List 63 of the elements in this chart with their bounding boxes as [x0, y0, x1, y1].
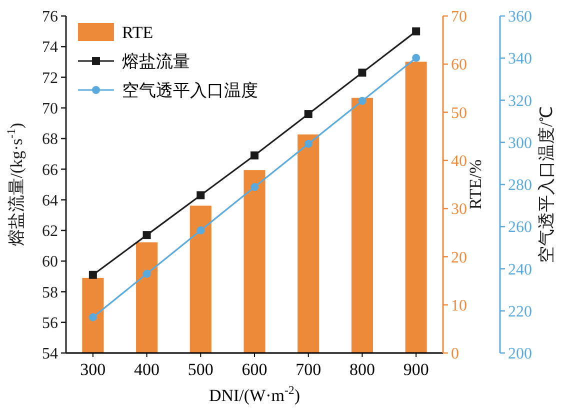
- legend-label: 空气透平入口温度: [122, 80, 258, 100]
- y3-tick-label: 220: [508, 303, 532, 320]
- bar: [190, 206, 212, 353]
- y2-tick-label: 50: [451, 104, 467, 122]
- y3-axis-title: 空气透平入口温度/℃: [537, 106, 556, 263]
- y2-tick-label: 70: [451, 8, 467, 26]
- bar: [405, 62, 427, 353]
- y-tick-label: 66: [42, 162, 58, 179]
- point: [250, 183, 258, 192]
- point: [358, 68, 366, 77]
- y-tick-label: 54: [42, 346, 58, 363]
- y-tick-label: 68: [42, 131, 58, 148]
- point: [358, 96, 366, 105]
- y2-axis-title: RTE/%: [466, 160, 485, 210]
- x-tick-label: 300: [80, 360, 106, 379]
- point: [412, 27, 420, 36]
- y3-tick-label: 340: [508, 50, 532, 68]
- point: [88, 270, 97, 279]
- y-tick-label: 58: [42, 284, 58, 302]
- x-tick-label: 600: [242, 360, 268, 379]
- legend-label: 熔盐流量: [122, 52, 190, 71]
- point: [142, 270, 151, 278]
- point: [250, 151, 258, 160]
- y-tick-label: 64: [42, 192, 58, 210]
- y3-tick-label: 300: [508, 134, 532, 152]
- point: [196, 226, 205, 234]
- point: [304, 140, 312, 148]
- point: [412, 54, 420, 62]
- y3-tick-label: 200: [508, 346, 532, 363]
- x-tick-label: 900: [403, 360, 429, 379]
- x-tick-label: 500: [188, 360, 214, 379]
- y-tick-label: 56: [42, 314, 58, 332]
- y2-tick-label: 60: [451, 56, 467, 74]
- y2-tick-label: 0: [451, 346, 459, 363]
- y2-tick-label: 30: [451, 201, 467, 218]
- y2-tick-label: 10: [451, 297, 467, 314]
- bar: [298, 134, 320, 353]
- point: [196, 191, 205, 200]
- y-tick-label: 62: [42, 223, 58, 240]
- x-tick-label: 800: [349, 360, 375, 379]
- y3-tick-label: 260: [508, 219, 532, 236]
- point: [304, 110, 312, 118]
- bar: [244, 170, 266, 353]
- y-tick-label: 70: [42, 100, 58, 118]
- x-tick-label: 400: [134, 360, 160, 379]
- x-axis-title: DNI/(W·m$^{-2}$): [208, 383, 300, 405]
- y-tick-label: 60: [42, 254, 58, 271]
- point: [142, 231, 151, 240]
- y2-tick-label: 40: [451, 153, 467, 170]
- y-tick-label: 72: [42, 70, 58, 87]
- y2-tick-label: 20: [451, 249, 467, 266]
- y3-tick-label: 320: [508, 92, 532, 110]
- legend-label: RTE: [122, 22, 154, 42]
- y-tick-label: 74: [42, 39, 58, 56]
- x-tick-label: 700: [296, 360, 322, 379]
- bar: [82, 278, 104, 353]
- bar: [136, 242, 158, 353]
- y3-tick-label: 280: [508, 177, 532, 194]
- y-tick-label: 76: [42, 8, 58, 26]
- point: [88, 313, 97, 322]
- y3-tick-label: 240: [508, 261, 532, 278]
- y3-tick-label: 360: [508, 8, 532, 26]
- bar: [351, 98, 373, 353]
